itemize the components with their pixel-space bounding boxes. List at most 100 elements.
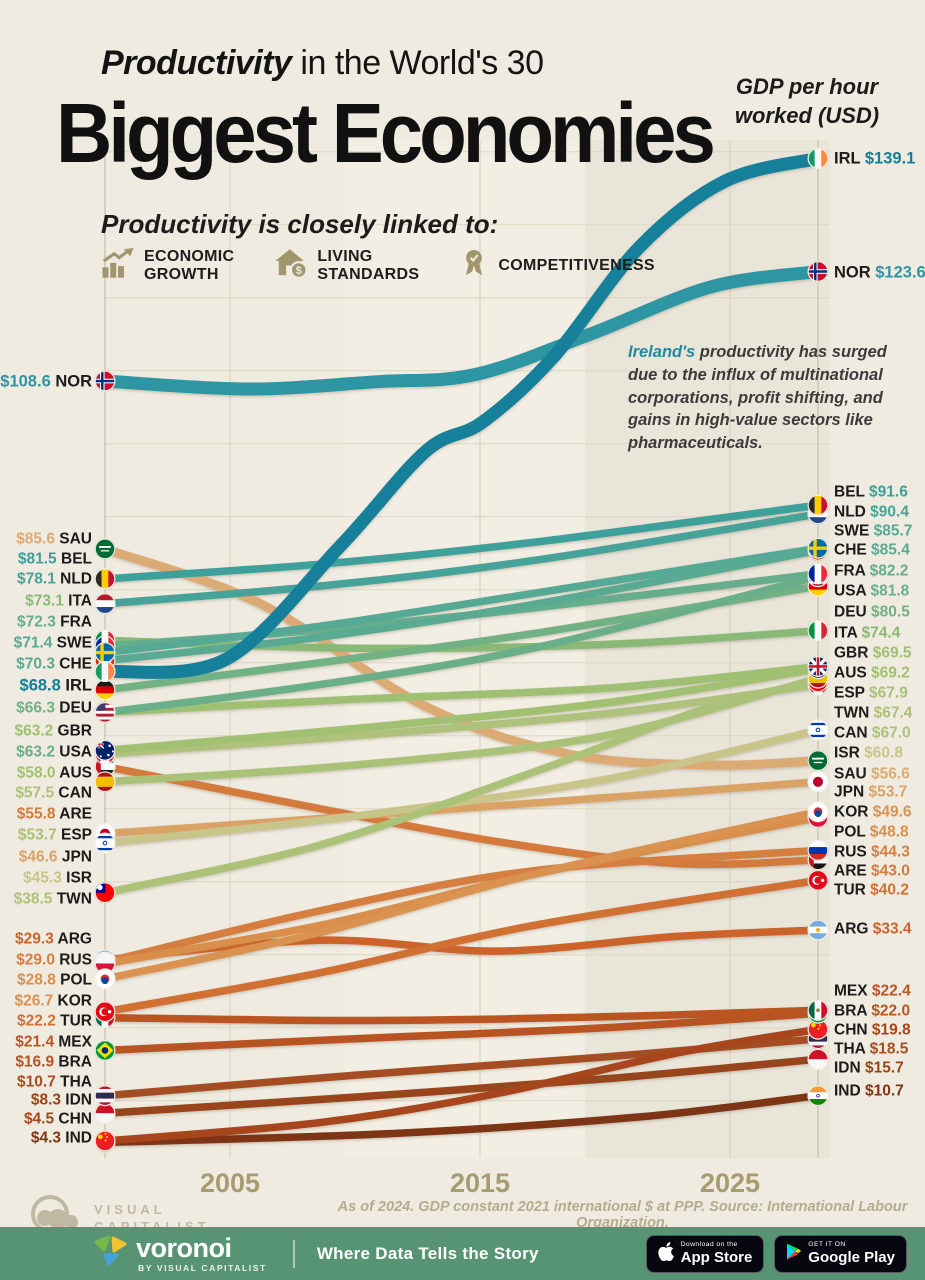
- right-label-KOR: KOR $49.6: [834, 804, 912, 821]
- left-label-ESP: $53.7 ESP: [18, 827, 92, 844]
- RUS-right-flag-icon: [807, 839, 829, 861]
- NOR-left-flag-icon: [94, 370, 116, 392]
- left-label-USA: $63.2 USA: [16, 744, 92, 761]
- right-label-SWE: SWE $85.7: [834, 523, 912, 540]
- MEX-right-flag-icon: [807, 999, 829, 1021]
- title-emphasis: Productivity: [101, 44, 292, 82]
- series-line-ARE: [101, 762, 822, 869]
- ESP-left-flag-icon: [94, 771, 116, 793]
- page-title: Biggest Economies: [56, 85, 716, 181]
- right-label-ISR: ISR $60.8: [834, 745, 903, 762]
- left-label-JPN: $46.6 JPN: [19, 849, 92, 866]
- left-label-ARG: $29.3 ARG: [15, 931, 92, 948]
- THA-left-flag-icon: [94, 1085, 116, 1107]
- series-line-ARG: [101, 926, 822, 964]
- series-line-CHE: [101, 546, 822, 665]
- right-label-POL: POL $48.8: [834, 824, 909, 841]
- SAU-right-flag-icon: [807, 750, 829, 772]
- right-label-FRA: FRA $82.2: [834, 563, 908, 580]
- right-label-ARG: ARG $33.4: [834, 921, 912, 938]
- left-label-DEU: $66.3 DEU: [16, 700, 92, 717]
- series-line-JPN: [101, 778, 822, 838]
- right-label-NLD: NLD $90.4: [834, 504, 909, 521]
- NOR-right-flag-icon: [807, 261, 829, 283]
- left-label-FRA: $72.3 FRA: [17, 614, 92, 631]
- visual-capitalist-logo-icon: [28, 1192, 86, 1245]
- series-line-IRL: [98, 151, 825, 679]
- left-label-NLD: $78.1 NLD: [17, 571, 92, 588]
- right-label-NOR: NOR $123.6: [834, 264, 925, 282]
- SWE-right-flag-icon: [807, 537, 829, 559]
- svg-text:$: $: [296, 265, 302, 277]
- right-label-ESP: ESP $67.9: [834, 685, 908, 702]
- series-line-AUS: [101, 664, 822, 755]
- footer-divider: [292, 1239, 295, 1268]
- FRA-right-flag-icon: [807, 563, 829, 585]
- left-label-CHN: $4.5 CHN: [24, 1111, 92, 1128]
- BRA-left-flag-icon: [94, 1039, 116, 1061]
- y-axis-unit-note: GDP per hour worked (USD): [734, 74, 880, 129]
- ireland-annotation: Ireland's productivity has surged due to…: [628, 343, 887, 453]
- series-line-NOR: [98, 265, 825, 396]
- right-label-IRL: IRL $139.1: [834, 150, 915, 168]
- x-tick-2015: 2015: [450, 1168, 510, 1198]
- left-label-POL: $28.8 POL: [17, 972, 92, 989]
- series-line-KOR: [101, 807, 822, 983]
- right-label-TUR: TUR $40.2: [834, 882, 909, 899]
- app-store-badge[interactable]: Download on the App Store: [645, 1234, 765, 1273]
- BEL-left-flag-icon: [94, 568, 116, 590]
- left-labels: $68.8 IRL $108.6 NOR $81.5 BEL $78.1 NLD $71…: [0, 373, 92, 1147]
- voronoi-byline: BY VISUAL CAPITALIST: [138, 1262, 267, 1273]
- series-line-USA: [101, 572, 822, 717]
- factor-label: COMPETITIVENESS: [498, 257, 655, 275]
- voronoi-brand: voronoi BY VISUAL CAPITALIST: [92, 1232, 267, 1273]
- GBR-right-flag-icon: [807, 655, 829, 677]
- series-line-CAN: [101, 680, 822, 758]
- right-label-USA: USA $81.8: [834, 583, 910, 600]
- x-tick-2005: 2005: [200, 1168, 260, 1198]
- series-line-CHN: [101, 1025, 822, 1145]
- ISR-right-flag-icon: [807, 719, 829, 741]
- series-line-SWE: [101, 544, 822, 657]
- series-line-TUR: [101, 876, 822, 1016]
- left-label-IND: $4.3 IND: [31, 1130, 92, 1147]
- series-line-GBR: [101, 662, 822, 717]
- left-label-SAU: $85.6 SAU: [16, 531, 92, 548]
- right-label-TWN: TWN $67.4: [834, 705, 913, 722]
- CHN-right-flag-icon: [807, 1018, 829, 1040]
- right-label-CHE: CHE $85.4: [834, 542, 910, 559]
- decade-band-right: [585, 140, 830, 1158]
- BEL-right-flag-icon: [807, 494, 829, 516]
- right-label-GBR: GBR $69.5: [834, 645, 912, 662]
- factor-competitiveness: COMPETITIVENESS: [459, 248, 655, 284]
- google-play-badge[interactable]: GET IT ON Google Play: [774, 1234, 907, 1273]
- TUR-right-flag-icon: [807, 869, 829, 891]
- footer-tagline: Where Data Tells the Story: [316, 1243, 539, 1263]
- series-line-MEX: [101, 1006, 822, 1025]
- right-label-BRA: BRA $22.0: [834, 1003, 910, 1020]
- left-label-NOR: $108.6 NOR: [0, 373, 92, 391]
- TUR-left-flag-icon: [94, 1001, 116, 1023]
- SWE-left-flag-icon: [94, 642, 116, 664]
- apple-icon: [657, 1241, 674, 1266]
- left-label-KOR: $26.7 KOR: [14, 993, 92, 1010]
- factor-living-standards: $ LIVING STANDARDS: [274, 248, 419, 285]
- google-play-icon: [786, 1243, 802, 1265]
- right-label-CAN: CAN $67.0: [834, 725, 911, 742]
- voronoi-logo-icon: [92, 1235, 128, 1272]
- left-label-GBR: $63.2 GBR: [14, 723, 92, 740]
- right-label-JPN: JPN $53.7: [834, 784, 907, 801]
- right-label-THA: THA $18.5: [834, 1041, 909, 1058]
- left-label-AUS: $58.0 AUS: [17, 765, 92, 782]
- voronoi-wordmark: voronoi: [136, 1232, 232, 1263]
- series-line-IDN: [101, 1055, 822, 1117]
- series-line-RUS: [101, 846, 822, 966]
- series-lines: [98, 151, 825, 1147]
- right-label-MEX: MEX $22.4: [834, 983, 911, 1000]
- left-label-IRL: $68.8 IRL: [20, 677, 92, 695]
- IDN-right-flag-icon: [807, 1048, 829, 1070]
- right-label-SAU: SAU $56.6: [834, 766, 910, 783]
- right-label-DEU: DEU $80.5: [834, 604, 910, 621]
- IRL-left-flag-icon: [94, 661, 116, 683]
